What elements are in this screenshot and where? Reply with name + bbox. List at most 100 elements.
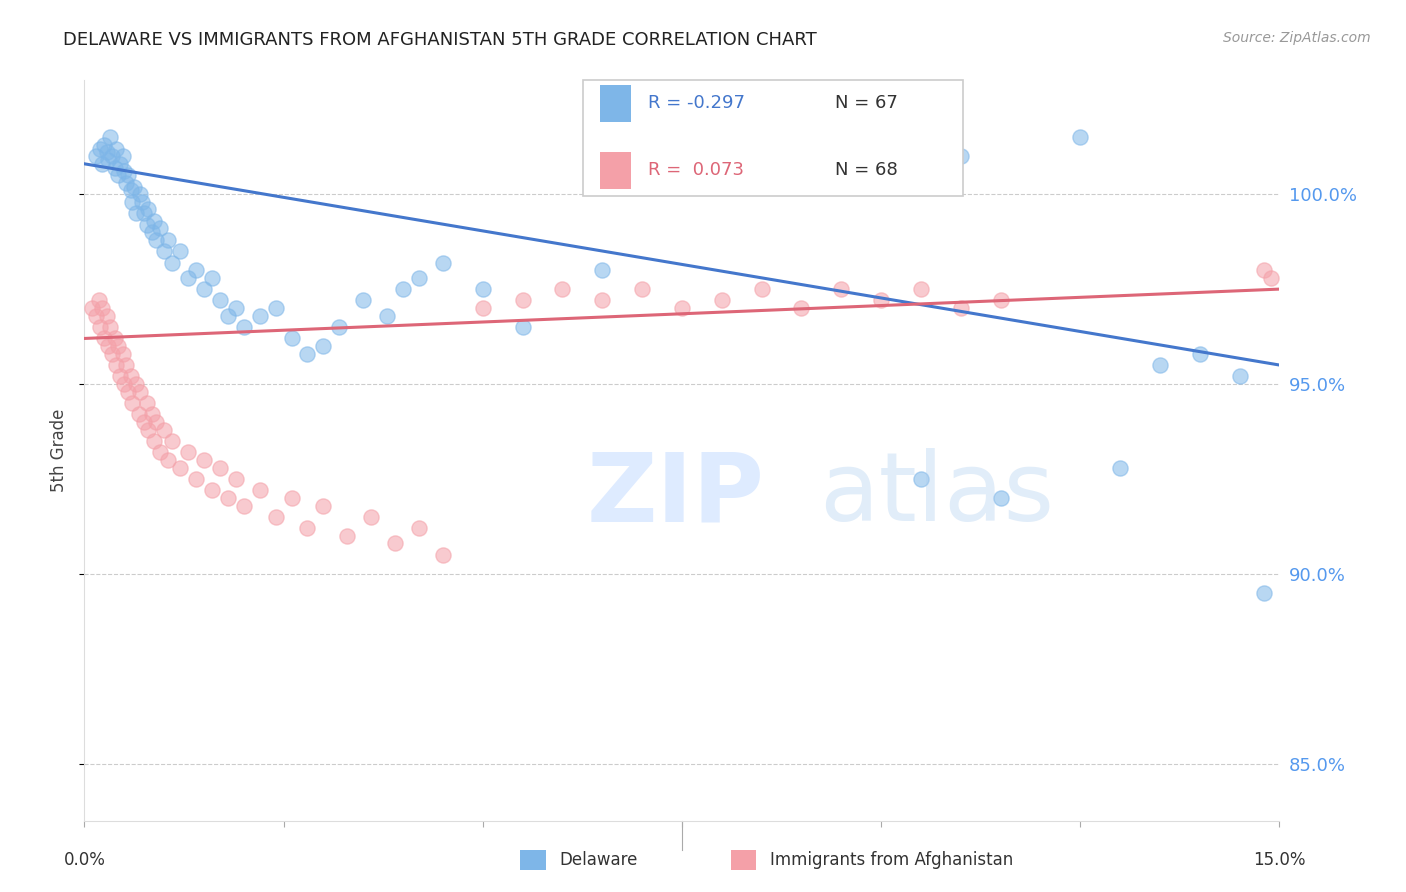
Point [177, 445, 200, 459]
Point [93, 137, 115, 152]
Point [104, 331, 127, 345]
Point [990, 491, 1012, 505]
Point [432, 255, 454, 269]
Point [89, 142, 111, 156]
Point [101, 346, 124, 360]
Point [114, 358, 136, 372]
Point [107, 168, 129, 182]
Point [297, 521, 319, 535]
Point [249, 309, 271, 323]
Point [184, 263, 207, 277]
Point [121, 396, 143, 410]
Point [336, 529, 359, 543]
Text: N = 67: N = 67 [835, 95, 898, 112]
Point [145, 233, 167, 247]
Point [591, 263, 613, 277]
Point [217, 309, 239, 323]
Point [710, 142, 733, 156]
Y-axis label: 5th Grade: 5th Grade [51, 409, 69, 492]
Point [112, 377, 135, 392]
Point [149, 445, 172, 459]
Point [110, 157, 132, 171]
Point [111, 346, 134, 360]
Point [208, 293, 231, 308]
Point [1253, 586, 1275, 600]
Point [280, 331, 302, 345]
Text: 0.0%: 0.0% [63, 851, 105, 869]
Point [591, 293, 613, 308]
Text: ZIP: ZIP [586, 449, 765, 541]
Point [280, 491, 302, 505]
Point [125, 206, 148, 220]
Point [1109, 460, 1132, 475]
Point [86, 149, 108, 163]
Point [870, 293, 893, 308]
Point [408, 521, 430, 535]
Point [512, 293, 534, 308]
Point [135, 396, 157, 410]
Point [193, 453, 215, 467]
Point [90, 301, 112, 315]
Point [132, 415, 156, 429]
Point [143, 434, 166, 448]
Point [432, 548, 454, 562]
Point [1149, 358, 1171, 372]
Point [121, 194, 143, 209]
Point [225, 301, 247, 315]
Point [990, 293, 1012, 308]
Point [111, 149, 134, 163]
Text: Delaware: Delaware [560, 851, 638, 869]
Point [297, 346, 319, 360]
Point [375, 309, 398, 323]
Point [132, 206, 156, 220]
Point [551, 282, 574, 296]
Point [136, 202, 159, 217]
Point [471, 282, 494, 296]
Text: atlas: atlas [820, 449, 1054, 541]
Point [145, 415, 167, 429]
Text: DELAWARE VS IMMIGRANTS FROM AFGHANISTAN 5TH GRADE CORRELATION CHART: DELAWARE VS IMMIGRANTS FROM AFGHANISTAN … [63, 31, 817, 49]
Point [312, 339, 335, 353]
Point [82, 301, 104, 315]
Point [169, 460, 191, 475]
Point [129, 384, 152, 399]
Point [1253, 263, 1275, 277]
Point [86, 309, 108, 323]
Point [1229, 369, 1251, 384]
Point [710, 293, 733, 308]
Point [830, 149, 852, 163]
Point [93, 331, 115, 345]
Point [96, 309, 118, 323]
Point [125, 377, 148, 392]
Text: N = 68: N = 68 [835, 161, 898, 179]
Point [131, 194, 153, 209]
Point [157, 453, 180, 467]
Point [98, 130, 121, 145]
Point [141, 408, 163, 422]
Point [104, 161, 127, 175]
Point [129, 187, 152, 202]
Point [392, 282, 415, 296]
Point [910, 282, 932, 296]
Point [751, 282, 773, 296]
Point [471, 301, 494, 315]
Point [949, 301, 972, 315]
Point [217, 491, 239, 505]
Text: 15.0%: 15.0% [1253, 851, 1306, 869]
Point [97, 339, 120, 353]
Point [360, 509, 382, 524]
Point [117, 384, 139, 399]
Point [910, 472, 932, 486]
Point [949, 149, 972, 163]
Point [153, 423, 176, 437]
Point [153, 244, 176, 259]
Point [232, 499, 254, 513]
Point [160, 434, 183, 448]
Point [352, 293, 374, 308]
Point [112, 164, 135, 178]
Point [232, 320, 254, 334]
Point [122, 179, 145, 194]
Point [97, 153, 120, 167]
Point [408, 270, 430, 285]
Point [128, 408, 150, 422]
